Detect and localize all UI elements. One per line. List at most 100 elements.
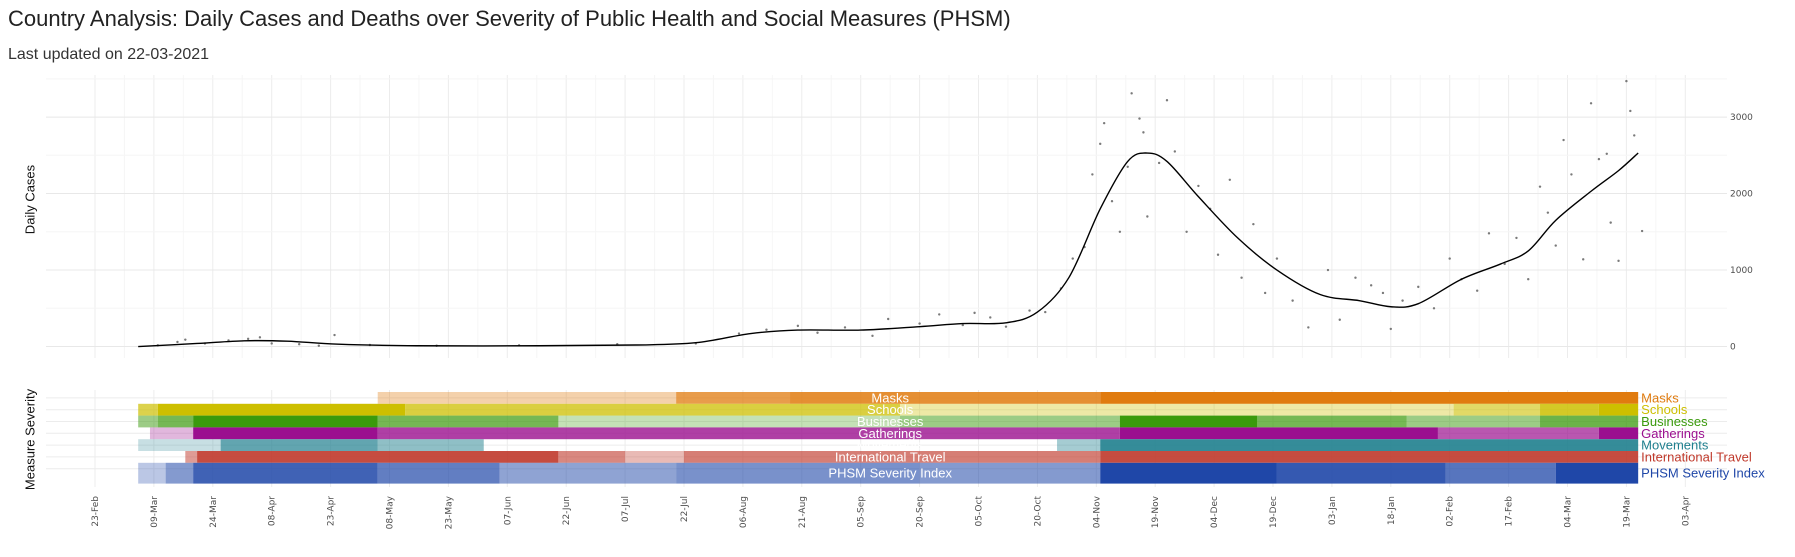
daily-case-point — [1609, 221, 1612, 224]
severity-cell — [1445, 462, 1556, 484]
daily-case-point — [1102, 121, 1106, 125]
date-x-tick-label: 22-Jun — [562, 496, 572, 525]
date-x-tick-label: 04-Dec — [1210, 496, 1220, 528]
date-x-tick-label: 07-Jun — [503, 496, 513, 525]
daily-case-point — [1389, 327, 1393, 331]
daily-case-point — [961, 323, 964, 327]
daily-case-point — [1625, 79, 1628, 83]
daily-case-point — [843, 326, 847, 329]
daily-case-point — [1401, 299, 1404, 302]
severity-row-label: PHSM Severity Index — [1641, 466, 1765, 481]
severity-cell — [193, 462, 378, 484]
daily-case-point — [1354, 276, 1357, 279]
daily-case-point — [1291, 299, 1294, 302]
severity-row-labels: MasksSchoolsBusinessesGatheringsMovement… — [1641, 390, 1765, 480]
daily-case-point — [270, 342, 273, 345]
daily-case-point — [1275, 257, 1279, 260]
date-x-tick-label: 17-Feb — [1505, 496, 1515, 527]
severity-cell — [377, 439, 484, 451]
severity-cell — [377, 415, 559, 428]
severity-cell — [1119, 427, 1438, 440]
severity-cell — [197, 451, 559, 463]
severity-cell — [558, 415, 900, 428]
daily-case-point — [1515, 236, 1518, 240]
cases-grid — [46, 75, 1727, 358]
severity-row-label: Gatherings — [1641, 426, 1705, 441]
date-x-tick-label: 24-Mar — [209, 496, 219, 528]
date-x-tick-label: 07-Jul — [621, 496, 631, 522]
date-x-tick-label: 06-Aug — [739, 496, 749, 528]
severity-cell — [1119, 415, 1258, 428]
daily-case-point — [176, 340, 179, 344]
severity-row-label: International Travel — [1641, 449, 1752, 464]
severity-cell — [405, 403, 900, 416]
severity-cell — [1540, 415, 1639, 428]
daily-case-point — [1582, 258, 1585, 261]
severity-cell — [193, 427, 378, 440]
severity-cell — [684, 451, 1101, 463]
severity-cell — [377, 462, 500, 484]
daily-case-point — [1071, 257, 1074, 260]
daily-case-point — [1142, 131, 1145, 134]
daily-case-point — [1617, 259, 1620, 263]
severity-cell — [558, 451, 626, 463]
daily-case-point — [1562, 138, 1565, 142]
date-x-tick-label: 05-Oct — [975, 496, 985, 527]
severity-bands: MasksSchoolsBusinessesGatheringsMovement… — [138, 390, 1639, 484]
severity-cell — [1540, 403, 1599, 416]
cases-y-tick-label: 3000 — [1730, 113, 1753, 123]
severity-cell — [1598, 427, 1639, 440]
severity-cell — [499, 462, 677, 484]
chart-title: Country Analysis: Daily Cases and Deaths… — [8, 6, 1011, 31]
daily-case-point — [1338, 318, 1341, 321]
daily-case-point — [297, 343, 301, 346]
severity-cell — [1406, 415, 1541, 428]
daily-case-point — [1252, 222, 1255, 226]
date-x-tick-label: 23-Feb — [91, 496, 101, 527]
daily-case-point — [1448, 257, 1451, 260]
severity-cell — [138, 439, 221, 451]
severity-row-gatherings: Gatherings — [149, 426, 1639, 441]
daily-case-point — [1475, 289, 1479, 292]
date-x-tick-label: 04-Nov — [1092, 495, 1102, 528]
date-x-tick-label: 05-Sep — [857, 496, 867, 528]
daily-case-point — [1173, 150, 1177, 153]
severity-cell — [138, 415, 158, 428]
date-x-tick-label: 08-May — [386, 495, 396, 529]
severity-row-movements: Movements — [138, 438, 1639, 453]
severity-cell — [157, 403, 406, 416]
daily-case-point — [1326, 268, 1330, 272]
severity-row-label: Schools — [1641, 402, 1688, 417]
daily-case-point — [918, 322, 921, 325]
daily-case-point — [184, 338, 187, 341]
daily-case-point — [1527, 278, 1530, 281]
severity-cell — [1100, 439, 1639, 451]
daily-case-point — [1110, 200, 1114, 203]
severity-row-inner-label: Businesses — [857, 414, 924, 429]
daily-case-point — [1228, 178, 1232, 181]
daily-case-point — [1554, 244, 1557, 247]
daily-case-point — [737, 332, 741, 335]
daily-cases-trend-line — [138, 152, 1639, 348]
daily-case-point — [1130, 92, 1133, 95]
severity-cell — [193, 415, 378, 428]
severity-cell — [157, 415, 194, 428]
severity-row-inner-label: PHSM Severity Index — [828, 466, 952, 481]
daily-case-point — [973, 311, 976, 315]
cases-y-tick-label: 2000 — [1730, 190, 1753, 200]
daily-case-point — [989, 316, 992, 319]
daily-case-point — [1417, 285, 1420, 289]
daily-case-point — [1597, 157, 1601, 161]
severity-cell — [1100, 392, 1639, 404]
severity-cell — [1555, 462, 1639, 484]
daily-case-point — [938, 313, 941, 316]
date-x-tick-label: 19-Nov — [1151, 495, 1161, 528]
daily-case-point — [258, 336, 262, 339]
severity-cell — [1437, 427, 1599, 440]
severity-cell — [185, 451, 198, 463]
severity-cell — [138, 403, 158, 416]
date-x-tick-label: 04-Mar — [1564, 496, 1574, 528]
severity-cell — [1257, 415, 1407, 428]
daily-case-point — [796, 324, 800, 328]
